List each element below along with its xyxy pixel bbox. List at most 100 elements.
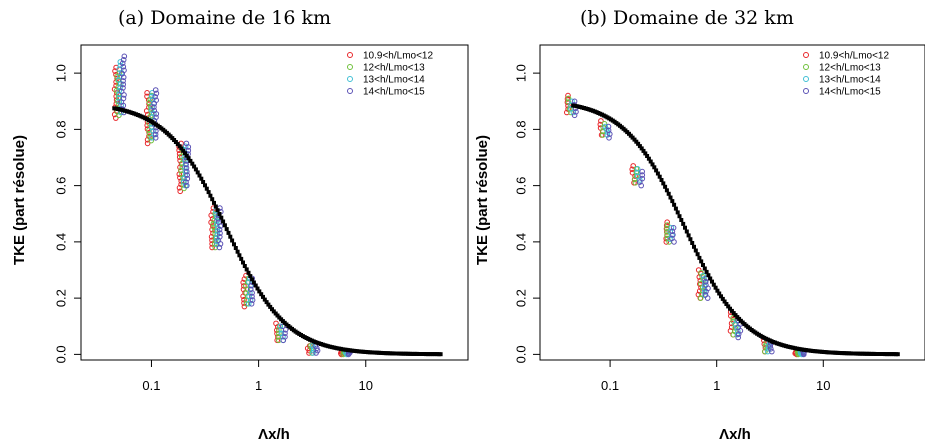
data-point — [216, 244, 223, 251]
data-point — [607, 131, 613, 137]
fit-curve-point — [175, 142, 180, 147]
fit-curve-point — [664, 188, 669, 193]
data-point — [769, 348, 775, 355]
fit-curve-point — [212, 200, 216, 205]
data-point — [277, 323, 284, 330]
y-tick-label: 0.6 — [513, 177, 528, 195]
legend-marker — [347, 76, 353, 82]
data-point — [152, 131, 159, 138]
data-point — [634, 166, 641, 172]
fit-curve-point — [246, 270, 251, 275]
fit-curve-point — [197, 173, 202, 178]
data-point — [245, 301, 252, 307]
fit-curve-point — [663, 184, 668, 189]
panel-a-title: (a) Domaine de 16 km — [118, 7, 331, 29]
fit-curve-point — [235, 249, 240, 254]
fit-curve-point — [193, 167, 198, 172]
data-point — [120, 57, 127, 63]
data-point — [630, 163, 637, 169]
data-point — [282, 327, 289, 333]
fit-curve-point — [683, 225, 687, 230]
panel-a: (a) Domaine de 16 km TKE (part résolue) … — [11, 7, 469, 443]
data-point — [149, 135, 155, 141]
fit-curve-point — [668, 195, 673, 200]
legend-label: 13<h/Lmo<14 — [363, 75, 425, 86]
data-point — [639, 168, 646, 175]
fit-curve-point — [259, 292, 264, 297]
fit-curve-point — [693, 248, 698, 253]
data-point — [113, 115, 119, 121]
y-tick-label: 0.0 — [513, 345, 528, 363]
fit-curve-point — [724, 302, 729, 306]
fit-curve-point — [655, 171, 660, 176]
data-point — [146, 127, 152, 133]
x-tick-label: 10 — [816, 378, 830, 393]
legend-label: 12<h/Lmo<13 — [819, 63, 881, 74]
panel-b-legend: 10.9<h/Lmo<1212<h/Lmo<1313<h/Lmo<1414<h/… — [803, 51, 889, 98]
fit-curve-point — [257, 289, 262, 294]
data-point — [211, 224, 217, 231]
fit-curve-point — [195, 170, 200, 175]
data-point — [768, 346, 774, 352]
data-point — [571, 112, 578, 119]
data-point — [152, 135, 159, 141]
fit-curve-point — [720, 296, 725, 301]
fit-curve-point — [219, 215, 224, 220]
data-point — [767, 343, 774, 349]
data-point — [762, 348, 768, 355]
x-tick-label: 1 — [713, 378, 720, 393]
panel-a-fit — [112, 106, 443, 357]
data-point — [703, 288, 709, 295]
data-point — [120, 74, 127, 81]
fit-curve-point — [241, 260, 245, 265]
data-point — [185, 147, 192, 154]
fit-curve-point — [688, 237, 693, 242]
data-point — [664, 219, 671, 225]
data-point — [764, 348, 771, 355]
fit-curve-point — [641, 148, 646, 153]
fit-curve-point — [251, 280, 256, 285]
data-point — [182, 143, 189, 150]
fit-curve-point — [708, 276, 713, 281]
fit-curve-point — [637, 144, 642, 149]
fit-curve-point — [270, 307, 274, 312]
fit-curve-point — [210, 197, 215, 202]
fit-curve-point — [690, 241, 695, 245]
fit-curve-point — [253, 283, 258, 288]
data-point — [565, 103, 571, 109]
data-point — [606, 135, 612, 141]
fit-curve-point — [670, 199, 675, 204]
data-point — [151, 100, 157, 107]
data-point — [704, 295, 711, 301]
data-point — [149, 93, 155, 100]
data-point — [280, 337, 287, 344]
data-point — [671, 239, 677, 245]
fit-curve-point — [208, 193, 213, 198]
legend-marker — [803, 88, 809, 94]
y-tick-label: 0.4 — [513, 233, 528, 251]
fit-curve-point — [261, 294, 265, 299]
fit-curve-point — [697, 255, 702, 260]
fit-curve-point — [177, 144, 182, 149]
data-point — [183, 165, 190, 171]
fit-curve-point — [181, 148, 186, 153]
data-point — [121, 53, 128, 60]
fit-curve-point — [271, 309, 276, 314]
fit-curve-point — [190, 161, 195, 166]
legend-marker — [803, 76, 809, 82]
data-point — [701, 276, 707, 282]
data-point — [664, 222, 671, 228]
data-point — [152, 87, 159, 93]
fit-curve-point — [192, 164, 197, 169]
data-point — [702, 278, 709, 285]
fit-curve-point — [692, 244, 696, 249]
panel-a-y-axis-label: TKE (part résolue) — [11, 135, 28, 265]
data-point — [243, 301, 250, 307]
data-point — [637, 179, 643, 185]
data-point — [310, 350, 316, 356]
fit-curve-point — [704, 269, 709, 274]
x-tick-label: 1 — [255, 378, 262, 393]
y-tick-label: 1.0 — [53, 64, 68, 82]
data-point — [151, 104, 157, 110]
data-point — [274, 337, 281, 344]
